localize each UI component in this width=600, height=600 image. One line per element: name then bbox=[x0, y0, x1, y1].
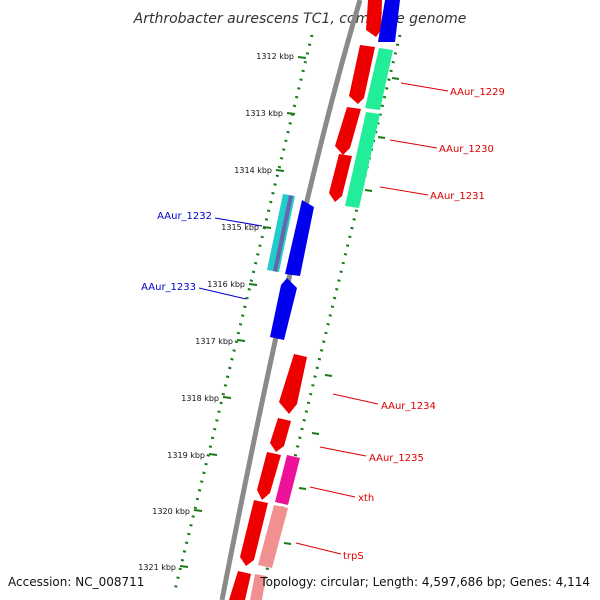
gene-feature[interactable] bbox=[250, 574, 266, 600]
gene-xth-feature[interactable] bbox=[275, 455, 300, 505]
kbp-ticks: 1312 kbp 1313 kbp 1314 kbp 1315 kbp 1316… bbox=[138, 52, 307, 572]
gene-label-aaur-1231[interactable]: AAur_1231 bbox=[430, 191, 485, 202]
kbp-label: 1312 kbp bbox=[256, 52, 294, 61]
gene-aaur-1230-arrow[interactable] bbox=[335, 107, 361, 155]
kbp-tick-mark bbox=[275, 169, 285, 172]
outer-tick-marks bbox=[283, 77, 400, 545]
gene-trps-feature[interactable] bbox=[258, 505, 288, 568]
kbp-label: 1320 kbp bbox=[152, 507, 190, 516]
kbp-tick-mark bbox=[286, 112, 296, 115]
kbp-label: 1317 kbp bbox=[195, 337, 233, 346]
kbp-label: 1313 kbp bbox=[245, 109, 283, 118]
gene-label-aaur-1234[interactable]: AAur_1234 bbox=[381, 401, 436, 412]
gene-aaur-1234-arrow[interactable] bbox=[279, 354, 307, 414]
gene-aaur-1229-feature[interactable] bbox=[365, 48, 393, 110]
gene-label-aaur-1229[interactable]: AAur_1229 bbox=[450, 87, 505, 98]
kbp-tick-mark bbox=[248, 283, 258, 286]
gene-label-aaur-1235[interactable]: AAur_1235 bbox=[369, 453, 424, 464]
gene-label-aaur-1233[interactable]: AAur_1233 bbox=[141, 282, 196, 293]
label-leaders bbox=[198, 82, 449, 555]
kbp-label: 1319 kbp bbox=[167, 451, 205, 460]
gene-aaur-1233-arrow[interactable] bbox=[270, 278, 297, 340]
gene-arrow[interactable] bbox=[229, 571, 251, 600]
kbp-tick-mark bbox=[179, 565, 189, 568]
gene-aaur-1231-feature[interactable] bbox=[345, 112, 380, 208]
gene-label-trps[interactable]: trpS bbox=[343, 551, 364, 562]
kbp-tick-mark bbox=[297, 56, 307, 59]
kbp-tick-mark bbox=[222, 396, 232, 399]
gene-label-xth[interactable]: xth bbox=[358, 493, 374, 504]
gene-aaur-1232-arrow[interactable] bbox=[285, 200, 314, 276]
kbp-label: 1321 kbp bbox=[138, 563, 176, 572]
gene-arrow[interactable] bbox=[366, 0, 382, 37]
kbp-label: 1316 kbp bbox=[207, 280, 245, 289]
gene-features bbox=[229, 0, 400, 600]
kbp-tick-mark bbox=[262, 226, 272, 229]
kbp-label: 1314 kbp bbox=[234, 166, 272, 175]
kbp-tick-mark bbox=[236, 339, 246, 342]
genome-summary-text: Topology: circular; Length: 4,597,686 bp… bbox=[259, 575, 590, 589]
gene-aaur-1231-arrow[interactable] bbox=[329, 154, 352, 202]
gene-aaur-1229-arrow[interactable] bbox=[349, 45, 375, 104]
accession-text: Accession: NC_008711 bbox=[8, 575, 144, 589]
gene-xth-arrow[interactable] bbox=[257, 452, 281, 500]
map-title: Arthrobacter aurescens TC1, complete gen… bbox=[133, 11, 467, 27]
gene-aaur-1235-arrow[interactable] bbox=[270, 418, 291, 452]
gene-aaur-1232-band bbox=[273, 195, 293, 272]
gene-label-aaur-1232[interactable]: AAur_1232 bbox=[157, 211, 212, 222]
gene-trps-arrow[interactable] bbox=[240, 500, 268, 566]
kbp-tick-mark bbox=[208, 453, 218, 456]
inner-tick-track bbox=[173, 34, 314, 591]
kbp-label: 1315 kbp bbox=[221, 223, 259, 232]
gene-label-aaur-1230[interactable]: AAur_1230 bbox=[439, 144, 494, 155]
kbp-label: 1318 kbp bbox=[181, 394, 219, 403]
kbp-tick-mark bbox=[193, 509, 203, 512]
gene-arrow[interactable] bbox=[378, 0, 400, 42]
